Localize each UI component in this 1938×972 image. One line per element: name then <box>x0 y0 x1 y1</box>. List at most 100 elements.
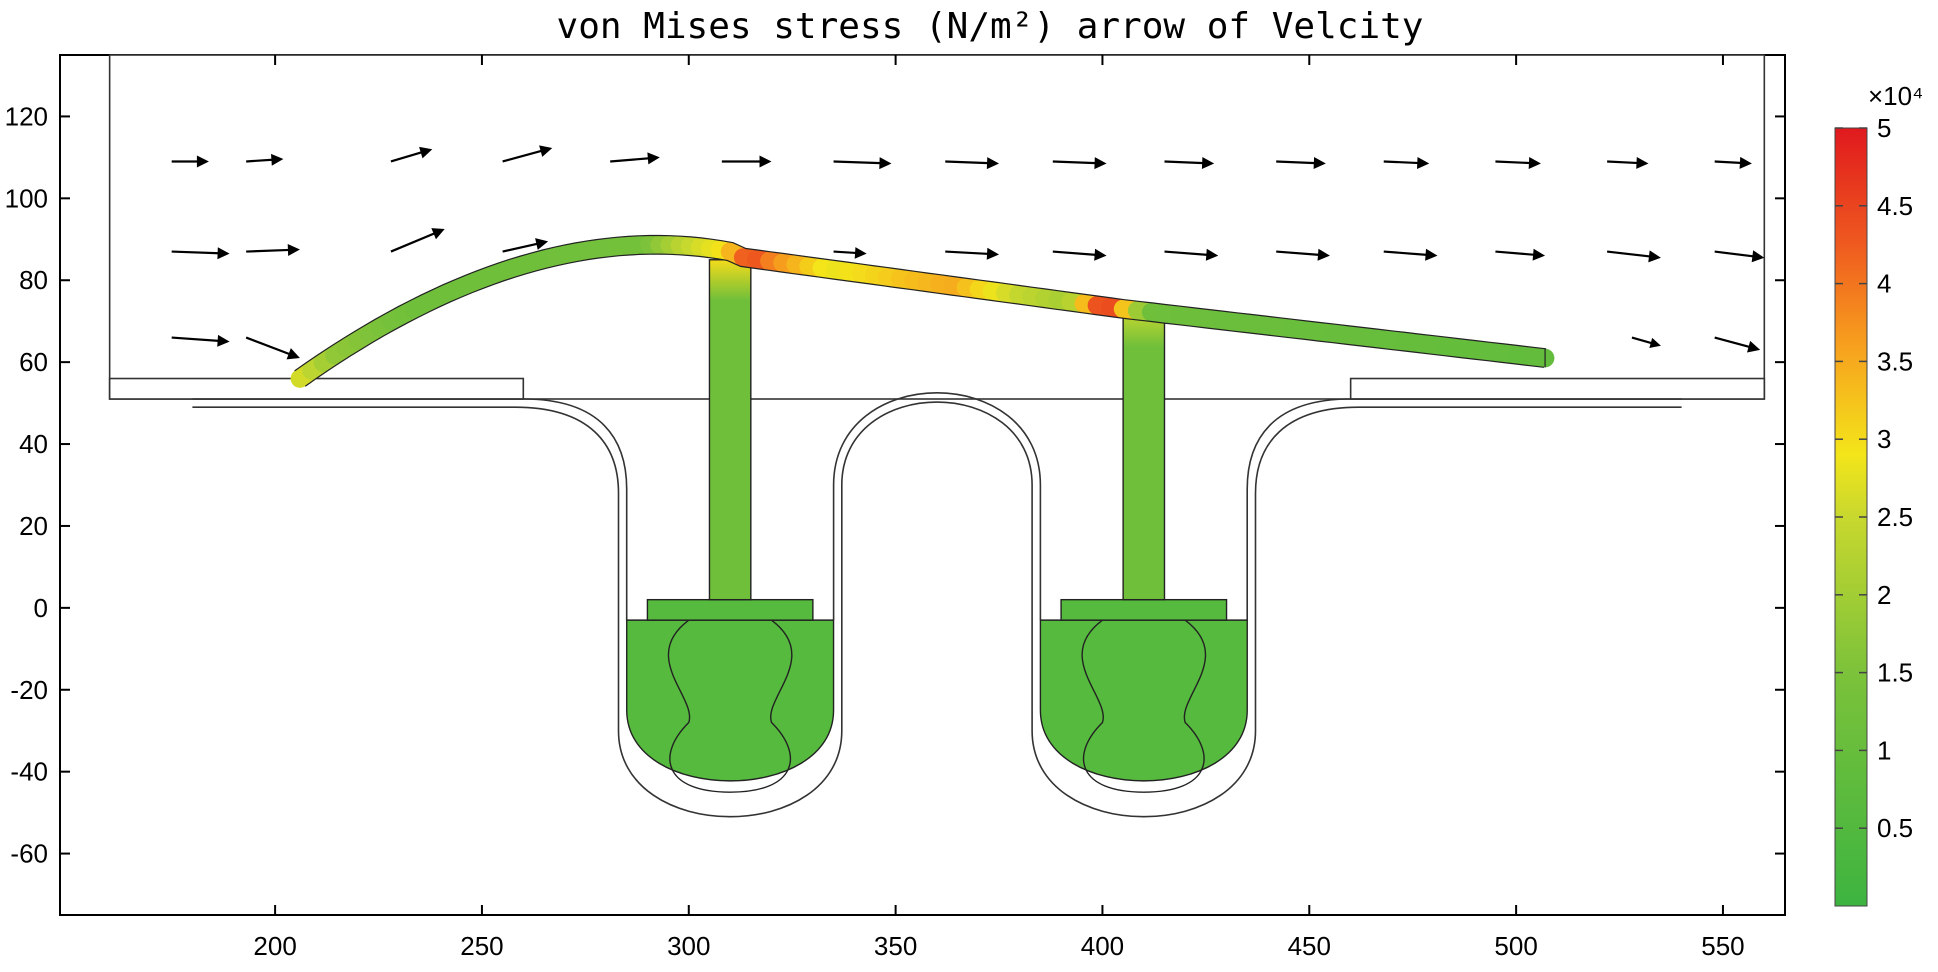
y-tick-label: 60 <box>19 347 48 377</box>
velocity-arrow <box>1714 156 1752 169</box>
velocity-arrow <box>171 247 230 260</box>
beam-outline-bottom <box>294 234 1547 372</box>
velocity-arrow <box>502 238 549 253</box>
velocity-arrow <box>171 334 230 347</box>
colorbar-tick-label: 2 <box>1877 580 1891 610</box>
reservoir-contour-1 <box>667 619 793 793</box>
arrow-shaft <box>1606 250 1654 258</box>
x-tick-label: 200 <box>253 931 296 961</box>
velocity-arrow <box>1276 248 1330 261</box>
velocity-arrow <box>1631 336 1661 348</box>
arrow-head <box>1636 156 1649 169</box>
velocity-arrow <box>246 153 284 166</box>
colorbar-tick-label: 4 <box>1877 269 1891 299</box>
arrow-head <box>419 146 433 159</box>
arrow-head <box>1425 248 1438 261</box>
colorbar-tick-label: 3.5 <box>1877 346 1913 376</box>
velocity-arrow <box>945 247 1000 260</box>
channel-inner-wall <box>192 392 1682 621</box>
reservoir-2 <box>1039 619 1248 782</box>
velocity-arrow <box>1052 157 1107 170</box>
colorbar-ticks: 5 4.5 4 3.5 3 2.5 2 1.5 1 0.5 <box>1835 113 1913 843</box>
arrow-head <box>986 157 1000 170</box>
geometry-outline <box>108 54 1766 818</box>
arrow-head <box>1528 156 1541 169</box>
reservoir-contour-2 <box>1081 619 1207 793</box>
arrow-head <box>647 152 660 165</box>
arrow-head <box>1416 156 1430 169</box>
x-tick-label: 300 <box>667 931 710 961</box>
arrow-head <box>286 348 300 360</box>
arrow-shaft <box>171 336 223 343</box>
arrow-shaft <box>1383 160 1423 165</box>
base-plate-1 <box>646 598 814 621</box>
velocity-arrow <box>1052 248 1107 261</box>
velocity-arrow <box>1607 156 1649 169</box>
arrow-head <box>535 238 549 250</box>
velocity-arrow <box>171 155 209 168</box>
right-shelf <box>1349 377 1766 400</box>
velocity-arrow <box>1276 157 1326 170</box>
arrow-shaft <box>1714 160 1745 165</box>
velocity-arrow <box>502 145 553 163</box>
arrow-head <box>1747 340 1761 353</box>
x-tick-label: 500 <box>1494 931 1537 961</box>
arrow-shaft <box>246 158 277 163</box>
arrow-head <box>854 247 867 259</box>
arrow-head <box>879 157 892 170</box>
arrow-shaft <box>945 250 992 256</box>
arrow-head <box>1317 248 1330 261</box>
beam-outline-top <box>304 253 1545 387</box>
x-axis-ticks: 200 250 300 350 400 450 500 550 <box>253 55 1745 961</box>
y-tick-label: 100 <box>5 183 48 213</box>
arrow-head <box>196 155 209 168</box>
velocity-arrow <box>1164 157 1215 170</box>
arrow-head <box>1094 248 1107 261</box>
y-tick-label: 20 <box>19 511 48 541</box>
left-shelf <box>108 377 525 400</box>
velocity-arrow <box>390 228 445 253</box>
colorbar-tick-label: 3 <box>1877 424 1891 454</box>
y-tick-label: 80 <box>19 265 48 295</box>
x-tick-label: 450 <box>1288 931 1331 961</box>
y-tick-label: -40 <box>10 757 48 787</box>
arrow-shaft <box>945 160 992 165</box>
velocity-arrows <box>171 145 1765 360</box>
arrow-head <box>431 228 445 240</box>
x-tick-label: 250 <box>460 931 503 961</box>
x-tick-label: 400 <box>1081 931 1124 961</box>
chart-title: von Mises stress (N/m²) arrow of Velcity <box>557 6 1424 47</box>
velocity-arrow <box>610 152 660 165</box>
y-tick-label: 120 <box>5 101 48 131</box>
arrow-shaft <box>1164 160 1207 165</box>
arrow-head <box>986 247 1000 260</box>
velocity-arrow <box>721 155 772 168</box>
arrow-shaft <box>1383 250 1431 257</box>
arrow-head <box>1201 157 1215 170</box>
arrow-head <box>217 247 230 260</box>
colorbar-tick-label: 1 <box>1877 735 1891 765</box>
colorbar: ×10⁴ 5 4.5 4 3.5 3 2.5 2 1.5 1 0.5 <box>1834 81 1923 907</box>
arrow-shaft <box>1495 250 1538 257</box>
arrow-head <box>1649 337 1661 348</box>
velocity-arrow <box>246 243 300 256</box>
colorbar-tick-label: 2.5 <box>1877 502 1913 532</box>
arrow-head <box>1532 248 1546 261</box>
arrow-shaft <box>502 148 546 163</box>
arrow-head <box>1751 250 1765 263</box>
pillar-1 <box>708 259 752 601</box>
arrow-head <box>1094 157 1107 170</box>
arrow-shaft <box>1276 160 1319 165</box>
arrow-shaft <box>1164 250 1212 257</box>
arrow-shaft <box>245 336 294 357</box>
arrow-head <box>217 334 230 347</box>
arrow-shaft <box>610 156 653 163</box>
velocity-arrow <box>390 146 433 163</box>
arrow-head <box>1313 157 1326 170</box>
velocity-arrow <box>1383 156 1430 169</box>
arrow-shaft <box>1714 336 1754 350</box>
arrow-head <box>539 145 553 157</box>
arrow-shaft <box>1714 250 1758 258</box>
